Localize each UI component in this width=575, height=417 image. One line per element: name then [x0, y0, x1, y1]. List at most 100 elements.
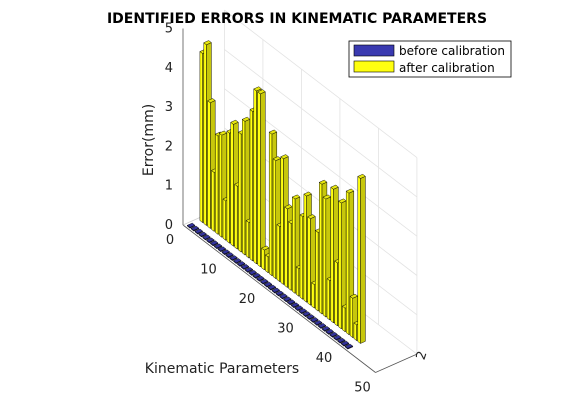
x-axis-line [182, 224, 376, 373]
bar-after-calibration-top [357, 173, 366, 179]
bar-after-calibration [249, 109, 253, 262]
z-axis-label: Error(mm) [141, 104, 157, 176]
bar-after-calibration [272, 158, 276, 280]
bar-after-calibration-top [230, 119, 239, 125]
bar-after-calibration [218, 132, 223, 238]
bar-after-calibration-top [207, 98, 216, 103]
z-tick-label: 2 [165, 139, 173, 154]
bar-after-calibration [292, 196, 296, 294]
z-tick-label: 3 [165, 100, 173, 115]
bar-before-calibration-top [233, 258, 242, 264]
bar-before-calibration-top [317, 323, 327, 328]
bar-after-calibration [357, 175, 361, 344]
bar-after-calibration-top [330, 184, 339, 190]
bar-after-calibration-top [345, 188, 355, 194]
x-tick-label: 10 [200, 263, 217, 278]
bar-before-calibration-top [294, 305, 304, 311]
bar-before-calibration-top [202, 234, 211, 240]
bar-before-calibration-top [217, 246, 227, 252]
bar-after-calibration-top [307, 214, 316, 219]
bar-after-calibration [245, 220, 250, 259]
bar-after-calibration-top [303, 191, 312, 197]
bar-after-calibration [207, 100, 211, 229]
bar-before-calibration-top [344, 343, 354, 349]
bar-before-calibration-top [240, 264, 250, 269]
bar-after-calibration-top [291, 194, 301, 200]
bar-before-calibration-top [271, 287, 281, 293]
bar-before-calibration-top [236, 261, 246, 266]
bar-after-calibration [230, 121, 234, 247]
bar-after-calibration-top [203, 40, 212, 46]
bar-after-calibration [303, 193, 307, 303]
bar-after-calibration [257, 91, 261, 268]
bar-after-calibration-side [260, 91, 266, 268]
bar-before-calibration-top [186, 222, 196, 228]
bar-before-calibration-top [340, 340, 350, 346]
bar-before-calibration-top [313, 320, 323, 325]
bar-before-calibration-top [337, 337, 346, 343]
z-tick-label: 0 [165, 218, 173, 233]
bar-after-calibration [253, 88, 257, 265]
bar-after-calibration [234, 183, 238, 250]
bar-before-calibration-top [263, 281, 273, 287]
bar-before-calibration-top [190, 225, 200, 231]
bar-after-calibration [349, 295, 353, 339]
bar-before-calibration-top [225, 252, 234, 258]
bar-before-calibration-top [260, 278, 269, 284]
legend-swatch-before-calibration [353, 44, 395, 57]
bar-after-calibration-top [257, 89, 266, 95]
legend-label-after-calibration: after calibration [399, 61, 495, 75]
x-tick-label: 40 [316, 351, 333, 366]
y-axis-line [375, 353, 418, 373]
bar-before-calibration-top [298, 308, 308, 314]
bar-before-calibration-top [310, 317, 319, 323]
bar-before-calibration-top [275, 290, 284, 296]
grid-line [224, 49, 418, 198]
bar-before-calibration-top [248, 270, 257, 275]
bar-after-calibration-side [360, 175, 366, 344]
bar-after-calibration-top [253, 86, 262, 92]
bar-before-calibration-top [209, 240, 219, 246]
bar-before-calibration-top [256, 275, 265, 281]
bar-after-calibration [242, 118, 246, 256]
legend-label-before-calibration: before calibration [399, 44, 505, 58]
bars [186, 40, 366, 350]
y-tick-label: 2 [414, 349, 431, 362]
legend: before calibration after calibration [348, 40, 512, 78]
bar-after-calibration [322, 196, 327, 318]
bar-after-calibration [222, 198, 226, 241]
bar-after-calibration-top [280, 154, 289, 160]
bar-after-calibration-top [268, 129, 278, 135]
bar-after-calibration [307, 216, 311, 306]
bar-after-calibration [319, 181, 323, 315]
bar-before-calibration-top [321, 326, 331, 331]
x-tick-label: 50 [354, 381, 371, 396]
bar-after-calibration [315, 229, 319, 312]
bar-after-calibration [199, 51, 203, 224]
bar-before-calibration-top [244, 267, 254, 272]
bar-after-calibration [338, 200, 342, 330]
bar-after-calibration [295, 266, 300, 297]
bar-before-calibration-top [279, 293, 288, 299]
bar-after-calibration [203, 42, 207, 226]
bar-before-calibration-top [194, 228, 204, 234]
z-tick-label: 5 [165, 22, 173, 37]
chart-title: IDENTIFIED ERRORS IN KINEMATIC PARAMETER… [107, 11, 487, 27]
bar-after-calibration [342, 305, 346, 333]
bar-before-calibration-top [206, 237, 215, 243]
bar-after-calibration [299, 214, 303, 300]
bar-before-calibration-top [325, 329, 334, 334]
bar-after-calibration [215, 133, 219, 235]
bar-after-calibration [334, 260, 338, 327]
bar-after-calibration [238, 131, 242, 253]
x-tick-label: 20 [239, 292, 256, 307]
bar-before-calibration-top [229, 255, 238, 261]
bar-before-calibration-top [221, 249, 231, 255]
grid-line [224, 9, 418, 158]
bar-after-calibration [326, 278, 330, 321]
bar-before-calibration-top [252, 273, 261, 278]
bar-after-calibration [330, 186, 334, 324]
x-tick-label: 0 [166, 233, 174, 248]
